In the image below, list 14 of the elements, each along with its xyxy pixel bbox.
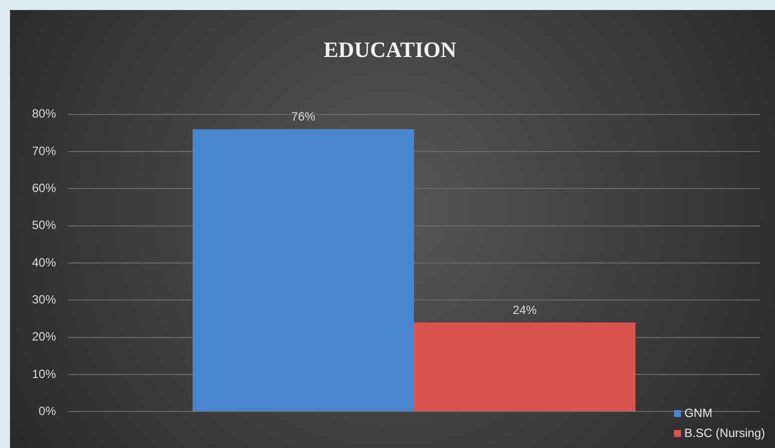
data-label: 24% — [512, 302, 538, 317]
y-tick-label: 80% — [32, 106, 56, 121]
y-tick-label: 0% — [38, 404, 56, 418]
y-tick-label: 50% — [32, 218, 56, 232]
y-tick-label: 60% — [32, 181, 56, 196]
legend-label: GNM — [684, 406, 712, 420]
chart-title: EDUCATION — [324, 36, 457, 62]
data-label: 76% — [291, 110, 316, 124]
y-tick-label: 10% — [32, 366, 56, 381]
legend-label: B.SC (Nursing) — [684, 426, 765, 440]
y-tick-label: 70% — [32, 144, 56, 158]
y-tick-label: 40% — [32, 255, 56, 270]
y-tick-label: 20% — [32, 330, 56, 344]
y-tick-label: 30% — [32, 292, 56, 306]
